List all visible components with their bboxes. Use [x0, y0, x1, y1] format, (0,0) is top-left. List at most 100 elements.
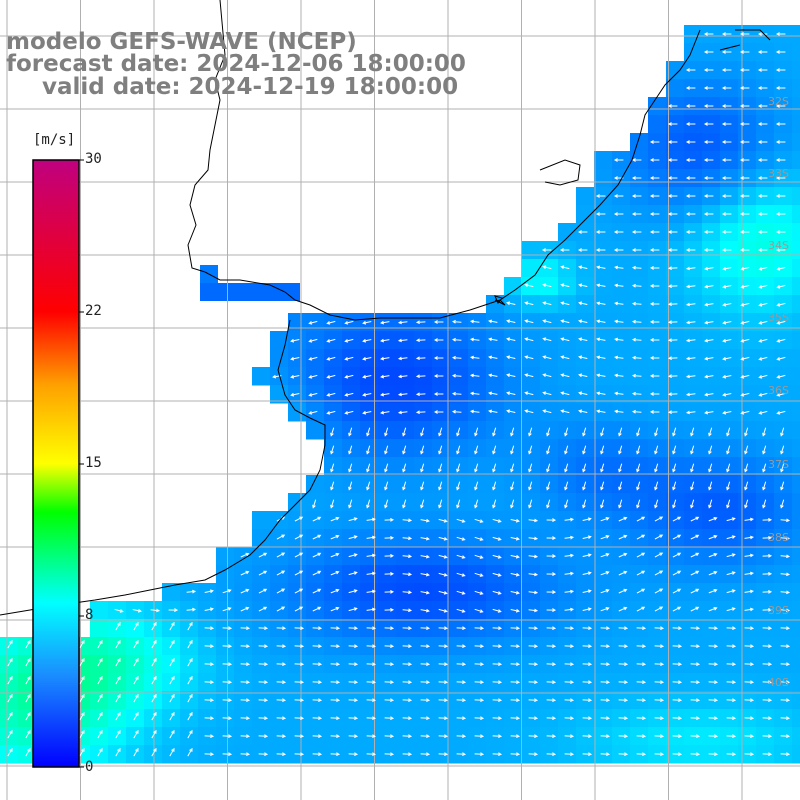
- wind-arrow: [366, 626, 377, 631]
- wind-arrow: [582, 499, 587, 509]
- wind-arrow: [79, 729, 85, 739]
- wind-arrow: [667, 158, 678, 162]
- wind-arrow: [474, 481, 479, 491]
- wind-arrow: [348, 535, 358, 540]
- wind-arrow: [762, 554, 773, 558]
- wind-arrow: [600, 734, 611, 739]
- wind-arrow: [524, 391, 534, 396]
- wind-arrow: [469, 373, 480, 378]
- wind-arrow: [704, 266, 714, 271]
- wind-arrow: [618, 626, 629, 631]
- wind-arrow: [740, 284, 750, 289]
- wind-arrow: [649, 356, 660, 360]
- wind-arrow: [25, 729, 31, 739]
- wind-arrow: [312, 606, 322, 612]
- wind-arrow: [726, 716, 737, 721]
- wind-arrow: [636, 534, 646, 540]
- wind-arrow: [672, 716, 683, 721]
- wind-arrow: [618, 752, 629, 757]
- wind-arrow: [690, 588, 700, 594]
- wind-arrow: [726, 499, 731, 509]
- wind-arrow: [775, 194, 786, 198]
- wind-arrow: [744, 698, 755, 703]
- wind-arrow: [528, 536, 539, 541]
- wind-arrow: [348, 499, 353, 509]
- wind-arrow: [294, 626, 305, 631]
- wind-arrow: [560, 283, 570, 288]
- wind-arrow: [726, 626, 737, 631]
- wind-cell: [792, 421, 800, 440]
- wind-arrow: [510, 427, 515, 437]
- lat-label-36s: 36S: [768, 384, 789, 397]
- wind-arrow: [240, 626, 251, 631]
- wind-arrow: [474, 518, 484, 523]
- wind-arrow: [559, 248, 570, 252]
- wind-arrow: [546, 572, 557, 576]
- wind-arrow: [204, 680, 215, 685]
- wind-arrow: [636, 662, 647, 667]
- wind-arrow: [690, 734, 701, 739]
- wind-arrow: [204, 752, 215, 757]
- wind-arrow: [600, 481, 605, 491]
- wind-arrow: [380, 410, 390, 415]
- wind-arrow: [133, 657, 139, 667]
- wind-arrow: [402, 716, 413, 721]
- wind-arrow: [582, 698, 593, 703]
- wind-arrow: [758, 410, 768, 415]
- wind-arrow: [258, 644, 269, 649]
- wind-cell: [792, 439, 800, 458]
- wind-arrow: [546, 680, 557, 685]
- wind-arrow: [402, 644, 413, 649]
- wind-arrow: [362, 392, 372, 397]
- wind-arrow: [402, 536, 413, 541]
- wind-arrow: [97, 729, 103, 739]
- wind-arrow: [151, 621, 157, 631]
- wind-arrow: [667, 374, 678, 379]
- wind-cell: [558, 223, 577, 242]
- wind-arrow: [762, 644, 773, 649]
- wind-arrow: [474, 499, 479, 509]
- wind-arrow: [348, 734, 359, 739]
- wind-arrow: [528, 463, 533, 473]
- wind-arrow: [492, 445, 497, 455]
- lat-label-39s: 39S: [768, 604, 789, 617]
- wind-arrow: [708, 644, 719, 649]
- wind-arrow: [636, 427, 641, 437]
- wind-arrow: [582, 481, 587, 491]
- wind-cell: [792, 187, 800, 206]
- wind-arrow: [433, 392, 444, 396]
- wind-arrow: [690, 644, 701, 649]
- wind-arrow: [276, 662, 287, 667]
- wind-arrow: [438, 662, 449, 667]
- wind-arrow: [222, 698, 233, 703]
- wind-arrow: [564, 553, 575, 558]
- wind-arrow: [744, 680, 755, 685]
- wind-arrow: [721, 32, 732, 36]
- wind-arrow: [240, 588, 250, 594]
- wind-arrow: [344, 338, 354, 343]
- wind-arrow: [577, 248, 588, 252]
- wind-arrow: [187, 621, 193, 631]
- wind-arrow: [618, 644, 629, 649]
- wind-arrow: [582, 607, 592, 611]
- wind-arrow: [186, 607, 197, 612]
- wind-arrow: [330, 716, 341, 721]
- wind-arrow: [276, 606, 286, 612]
- wind-cell: [792, 457, 800, 476]
- wind-arrow: [528, 590, 539, 595]
- wind-arrow: [721, 122, 732, 126]
- wind-arrow: [721, 86, 732, 90]
- wind-arrow: [582, 571, 592, 575]
- wind-arrow: [510, 734, 521, 739]
- wind-cell: [252, 511, 271, 530]
- wind-arrow: [631, 373, 642, 378]
- wind-arrow: [456, 481, 461, 491]
- wind-arrow: [708, 481, 713, 491]
- wind-arrow: [542, 283, 552, 288]
- wind-arrow: [596, 391, 606, 396]
- wind-arrow: [672, 734, 683, 739]
- wind-arrow: [775, 176, 786, 180]
- wind-arrow: [708, 698, 719, 703]
- wind-arrow: [596, 337, 606, 342]
- wind-arrow: [564, 607, 575, 612]
